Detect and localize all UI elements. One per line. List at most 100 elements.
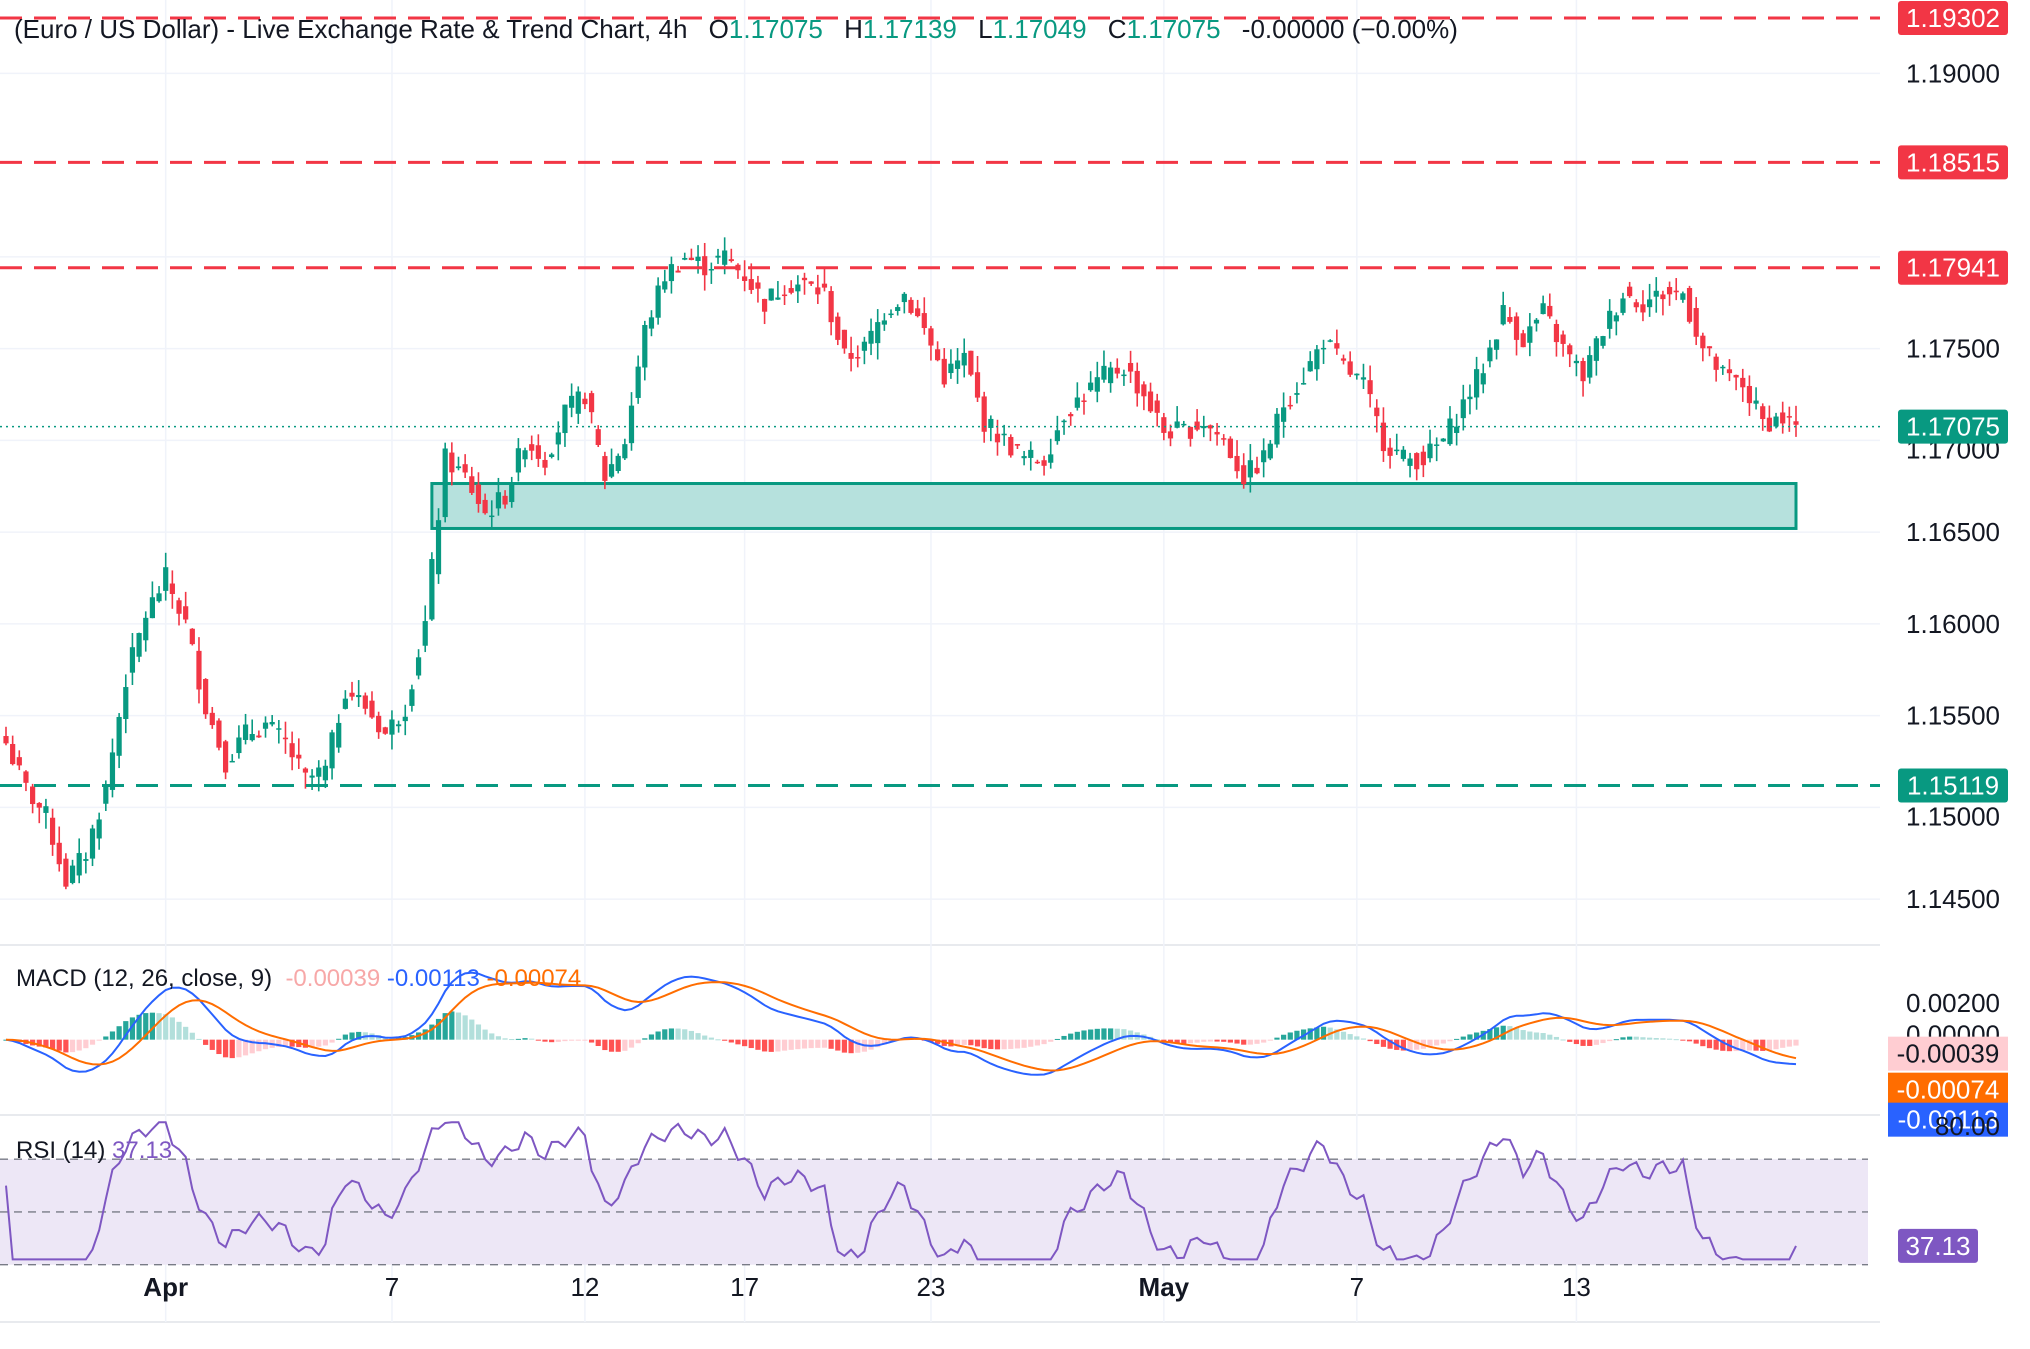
candle	[1281, 392, 1287, 438]
candle-body	[1101, 365, 1107, 380]
candle-body	[988, 418, 994, 428]
candle-body	[1580, 361, 1586, 382]
macd-histogram-bar	[1713, 1039, 1719, 1050]
macd-histogram-bar	[1746, 1039, 1753, 1051]
macd-histogram-bar	[648, 1034, 655, 1040]
candle-body	[1021, 456, 1027, 459]
candle	[1074, 382, 1080, 411]
macd-histogram-bar	[875, 1039, 881, 1048]
macd-histogram-bar	[808, 1039, 814, 1049]
candle	[1214, 422, 1220, 446]
low-label: L	[978, 14, 993, 44]
macd-histogram-bar	[1627, 1036, 1633, 1040]
candle	[848, 336, 854, 372]
time-axis-label: May	[1139, 1272, 1190, 1302]
macd-histogram-bar	[1201, 1039, 1207, 1042]
candle-body	[748, 279, 754, 290]
candle-body	[489, 515, 495, 518]
candle-body	[828, 291, 834, 323]
candle-body	[10, 743, 16, 765]
macd-histogram-bar	[1081, 1030, 1087, 1040]
candle	[1414, 452, 1420, 481]
macd-histogram-bar	[555, 1039, 561, 1042]
candle-body	[1480, 373, 1486, 385]
candle-body	[821, 283, 828, 288]
macd-histogram-bar	[1467, 1034, 1473, 1040]
macd-histogram-bar	[1680, 1039, 1686, 1041]
candle	[934, 341, 941, 362]
candle	[1500, 291, 1506, 326]
candle	[1513, 312, 1520, 356]
candle	[688, 248, 694, 261]
macd-histogram-bar	[642, 1038, 648, 1040]
macd-histogram-bar	[1227, 1039, 1233, 1043]
macd-histogram-bar	[835, 1039, 841, 1051]
candle	[1054, 415, 1060, 445]
candle-body	[289, 743, 295, 758]
candle-body	[968, 350, 974, 375]
candle-body	[921, 313, 927, 329]
candle-body	[409, 689, 415, 706]
candle-body	[895, 307, 901, 311]
price-axis-tick: 1.16000	[1906, 609, 2000, 639]
candle	[1300, 367, 1307, 385]
candle	[236, 725, 242, 759]
macd-histogram-bar	[442, 1013, 448, 1040]
candle-body	[728, 259, 734, 262]
macd-hist-value: -0.00039	[285, 965, 381, 992]
high-value: 1.17139	[862, 14, 957, 44]
candle	[908, 297, 914, 315]
macd-histogram-bar	[1593, 1039, 1599, 1045]
candle	[1347, 351, 1353, 378]
candle	[1101, 350, 1107, 383]
macd-histogram-bar	[242, 1039, 249, 1056]
candle	[1154, 393, 1160, 427]
candle	[835, 312, 841, 346]
macd-histogram-bar	[1520, 1030, 1526, 1040]
macd-histogram-bar	[841, 1039, 848, 1053]
candle	[961, 338, 967, 378]
candle	[123, 674, 129, 734]
candle-body	[1161, 417, 1167, 433]
candle-body	[1407, 458, 1413, 466]
candle	[1114, 358, 1120, 379]
candle	[1454, 413, 1460, 446]
candle	[1334, 329, 1340, 355]
candle-body	[708, 268, 714, 271]
macd-histogram-bar	[156, 1013, 162, 1040]
candle	[1766, 405, 1772, 433]
candle-body	[89, 828, 96, 859]
candle	[928, 325, 934, 361]
candle-body	[515, 448, 521, 473]
candle-body	[522, 450, 528, 460]
candle-body	[1733, 374, 1739, 378]
candle	[369, 691, 375, 719]
macd-histogram-bar	[282, 1039, 289, 1047]
macd-histogram-bar	[43, 1039, 49, 1048]
macd-histogram-bar	[502, 1038, 508, 1040]
candle	[1447, 406, 1453, 446]
candle	[1693, 297, 1699, 346]
candle-body	[1114, 367, 1120, 374]
macd-histogram-bar	[1587, 1039, 1593, 1046]
macd-histogram-bar	[1766, 1039, 1772, 1051]
candle	[821, 268, 828, 292]
candle	[861, 336, 868, 365]
candle	[974, 355, 981, 402]
candle	[921, 297, 927, 335]
macd-histogram-bar	[1460, 1036, 1466, 1040]
macd-histogram-bar	[595, 1039, 601, 1047]
candle-body	[1314, 349, 1320, 370]
candle-body	[602, 456, 608, 481]
macd-value-label: -0.00074	[1897, 1075, 2000, 1105]
rsi-axis-tick: 80.00	[1935, 1111, 2000, 1141]
candle-body	[835, 316, 841, 340]
candle	[1274, 408, 1280, 448]
candle-body	[1773, 416, 1779, 427]
candle	[1367, 365, 1373, 408]
candle-body	[1081, 400, 1087, 402]
candle-body	[309, 775, 315, 778]
candle	[915, 299, 921, 318]
candle-body	[262, 722, 269, 729]
candle	[1660, 290, 1666, 316]
